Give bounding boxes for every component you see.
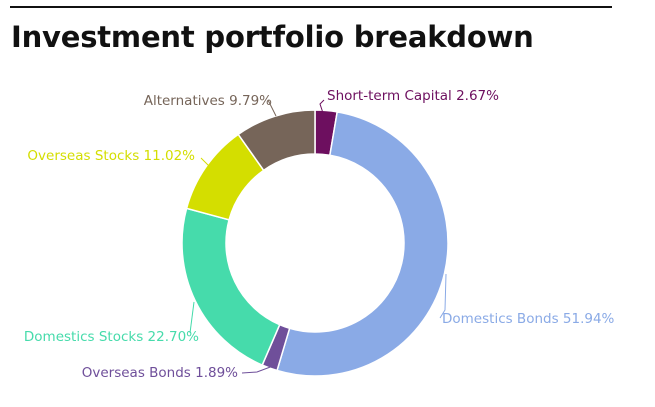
slice-label: Domestics Stocks 22.70% bbox=[24, 329, 199, 345]
leader-line bbox=[319, 99, 325, 114]
leader-line bbox=[241, 365, 274, 374]
slice-alternatives bbox=[237, 109, 316, 172]
leader-line bbox=[267, 99, 277, 117]
leader-line bbox=[439, 273, 447, 319]
top-rule bbox=[10, 6, 612, 8]
slice-label: Short-term Capital 2.67% bbox=[327, 88, 499, 104]
label-leaders bbox=[189, 99, 447, 374]
leader-line bbox=[189, 301, 195, 334]
slice-label: Alternatives 9.79% bbox=[144, 93, 272, 109]
slice-label: Domestics Bonds 51.94% bbox=[442, 311, 615, 327]
slice-domestics-bonds bbox=[276, 111, 449, 377]
leader-line bbox=[200, 157, 214, 171]
slice-labels: Short-term Capital 2.67% Domestics Bonds … bbox=[24, 88, 615, 381]
page-title: Investment portfolio breakdown bbox=[11, 20, 534, 54]
slice-label: Overseas Bonds 1.89% bbox=[82, 365, 238, 381]
slice-label: Overseas Stocks 11.02% bbox=[27, 148, 195, 164]
donut-slices bbox=[181, 109, 449, 377]
